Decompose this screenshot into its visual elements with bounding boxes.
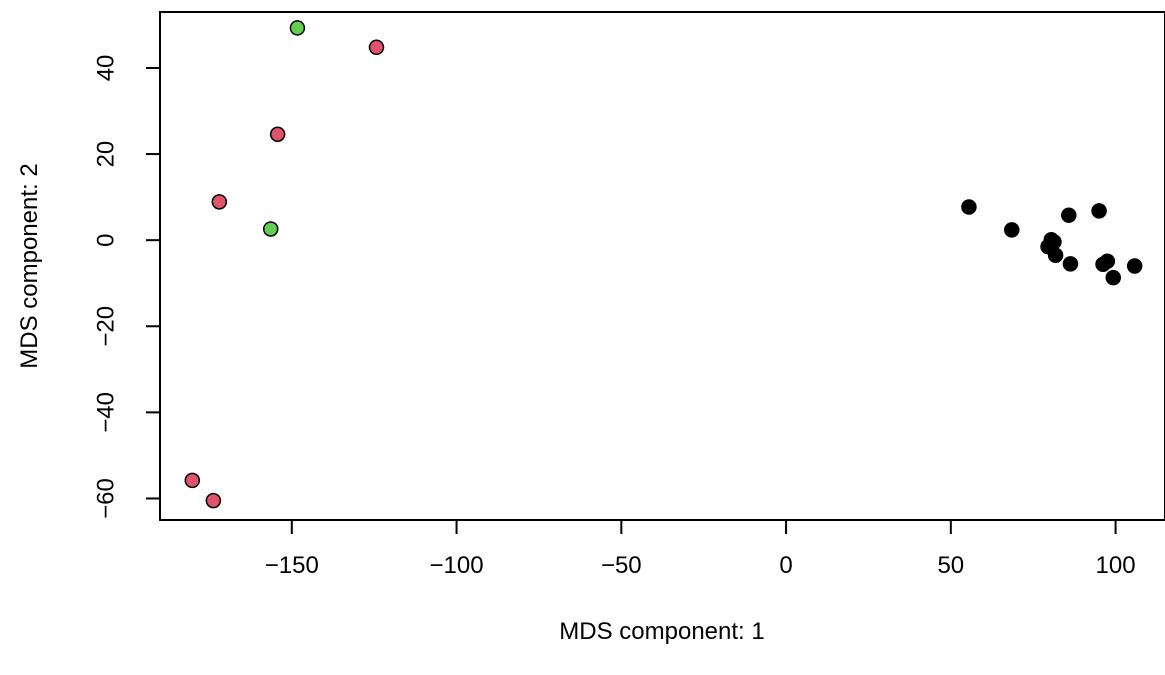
data-point (184, 472, 201, 489)
x-tick-label: −100 (430, 552, 484, 579)
data-point (1062, 256, 1079, 272)
x-axis-label: MDS component: 1 (559, 618, 764, 645)
data-points (184, 20, 1143, 509)
data-point (1047, 247, 1064, 263)
data-point (1046, 234, 1062, 250)
y-axis-label: MDS component: 2 (16, 163, 43, 368)
x-tick-label: 0 (779, 552, 792, 579)
y-tick-label: 40 (92, 55, 119, 82)
data-point (289, 20, 306, 36)
x-tick-label: −50 (601, 552, 642, 579)
data-point (1091, 203, 1107, 219)
y-tick-label: −40 (92, 392, 119, 433)
x-tick-label: −150 (265, 552, 319, 579)
data-point (269, 126, 286, 143)
y-tick-label: 0 (92, 233, 119, 246)
y-tick-label: −60 (92, 478, 119, 519)
data-point (1004, 222, 1020, 238)
x-tick-label: 50 (937, 552, 964, 579)
data-point (1126, 258, 1143, 274)
data-point (205, 492, 222, 509)
x-tick-label: 100 (1096, 552, 1136, 579)
y-tick-label: −20 (92, 306, 119, 347)
data-point (1061, 207, 1077, 223)
data-point (961, 199, 977, 215)
data-point (368, 39, 385, 56)
x-axis: −150 −100 −50 0 50 100 (265, 519, 1136, 579)
data-point (262, 221, 279, 237)
y-tick-label: 20 (92, 141, 119, 168)
y-axis: −60 −40 −20 0 20 40 (92, 55, 161, 519)
data-point (211, 194, 228, 210)
data-point (1105, 269, 1122, 286)
plot-frame (159, 11, 1165, 521)
data-point (1099, 253, 1116, 270)
